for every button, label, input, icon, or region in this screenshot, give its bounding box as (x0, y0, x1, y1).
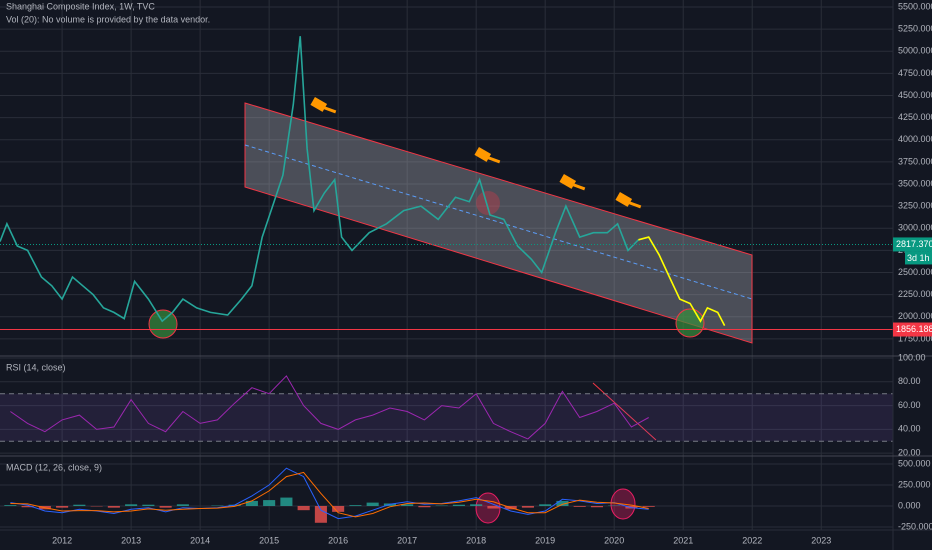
x-tick-label: 2023 (811, 535, 831, 545)
price-label: 1856.188 (896, 324, 932, 334)
hammer-icons (310, 97, 642, 209)
histogram-bar (487, 505, 500, 509)
x-tick-label: 2016 (328, 535, 348, 545)
series-group (4, 467, 655, 523)
histogram-bar (539, 504, 552, 506)
histogram-bar (573, 505, 586, 507)
hammer (486, 155, 501, 164)
y-tick-label: 3750.000 (898, 156, 932, 166)
y-tick-label: 5500.000 (898, 1, 932, 11)
x-tick-label: 2018 (466, 535, 486, 545)
chart-subtitle: Vol (20): No volume is provided by the d… (6, 14, 210, 24)
y-tick-label: 4250.000 (898, 112, 932, 122)
y-tick-label: 2250.000 (898, 289, 932, 299)
y-tick-label: 3250.000 (898, 201, 932, 211)
x-tick-label: 2019 (535, 535, 555, 545)
marker-circle (476, 191, 500, 215)
marker-circle (675, 308, 705, 338)
hammer (571, 182, 586, 191)
histogram-bar (521, 505, 534, 508)
x-tick-label: 2013 (121, 535, 141, 545)
histogram-bar (142, 504, 155, 506)
price-label: 2817.370 (896, 239, 932, 249)
histogram-bar (73, 504, 86, 506)
channel (244, 102, 753, 344)
series-group (0, 36, 726, 326)
histogram-bar (176, 504, 189, 506)
histogram-bar (245, 500, 258, 506)
histogram-bar (21, 505, 34, 508)
y-tick-label: 40.00 (898, 424, 921, 434)
series-group (10, 375, 649, 440)
pane-title: MACD (12, 26, close, 9) (6, 462, 102, 472)
x-tick-label: 2017 (397, 535, 417, 545)
x-tick-label: 2015 (259, 535, 279, 545)
y-tick-label: 1750.000 (898, 333, 932, 343)
y-tick-label: 80.00 (898, 376, 921, 386)
histogram-bar (470, 504, 483, 506)
histogram-bar (159, 505, 172, 508)
x-tick-label: 2014 (190, 535, 210, 545)
y-tick-label: 250.000 (898, 479, 931, 489)
histogram-bar (107, 505, 120, 508)
chart-title: Shanghai Composite Index, 1W, TVC (6, 1, 155, 11)
histogram-bar (263, 500, 276, 506)
price-label-bg (893, 237, 932, 252)
y-tick-label: 3000.000 (898, 223, 932, 233)
hammer (627, 200, 642, 209)
histogram-bar (280, 497, 293, 506)
x-tick-label: 2021 (673, 535, 693, 545)
histogram-bar (590, 505, 603, 508)
histogram-bar (56, 505, 69, 508)
histogram-bar (297, 505, 310, 511)
histogram-bar (418, 505, 431, 508)
series-line (10, 375, 649, 440)
x-tick-label: 2022 (742, 535, 762, 545)
grid-layer (0, 0, 893, 530)
y-tick-label: 20.00 (898, 448, 921, 458)
x-tick-label: 2020 (604, 535, 624, 545)
series-line (10, 471, 649, 518)
y-tick-label: 60.00 (898, 400, 921, 410)
countdown: 3d 1h (907, 253, 930, 263)
hammer (322, 105, 337, 114)
histogram-bar (314, 505, 327, 523)
series-line (10, 467, 649, 520)
histogram-bar (332, 505, 345, 512)
y-tick-label: 3500.000 (898, 178, 932, 188)
marker-circle (148, 309, 178, 339)
y-tick-label: 4750.000 (898, 68, 932, 78)
y-tick-label: 500.000 (898, 458, 931, 468)
y-tick-label: 2500.000 (898, 267, 932, 277)
series-line (638, 236, 726, 326)
y-tick-label: 4500.000 (898, 90, 932, 100)
histogram-bar (556, 500, 569, 506)
x-tick-label: 2012 (52, 535, 72, 545)
histogram-bar (401, 504, 414, 506)
y-tick-label: 2000.000 (898, 311, 932, 321)
y-tick-label: -250.000 (898, 521, 932, 531)
y-tick-label: 5250.000 (898, 23, 932, 33)
y-tick-label: 4000.000 (898, 134, 932, 144)
y-tick-label: 0.000 (898, 500, 921, 510)
trend-line (592, 382, 657, 441)
histogram-bar (349, 505, 362, 506)
histogram-bar (642, 505, 655, 507)
countdown-bg (905, 251, 932, 265)
y-tick-label: 100.00 (898, 352, 926, 362)
price-label-bg (893, 322, 932, 337)
histogram-bar (366, 502, 379, 506)
series-line (0, 36, 639, 323)
histogram-bar (452, 504, 465, 506)
histogram-bar (125, 504, 138, 506)
band-fill (0, 393, 893, 442)
y-tick-label: 5000.000 (898, 46, 932, 56)
plot-layer (0, 36, 893, 523)
pane-title: RSI (14, close) (6, 362, 66, 372)
histogram-bar (4, 505, 17, 506)
